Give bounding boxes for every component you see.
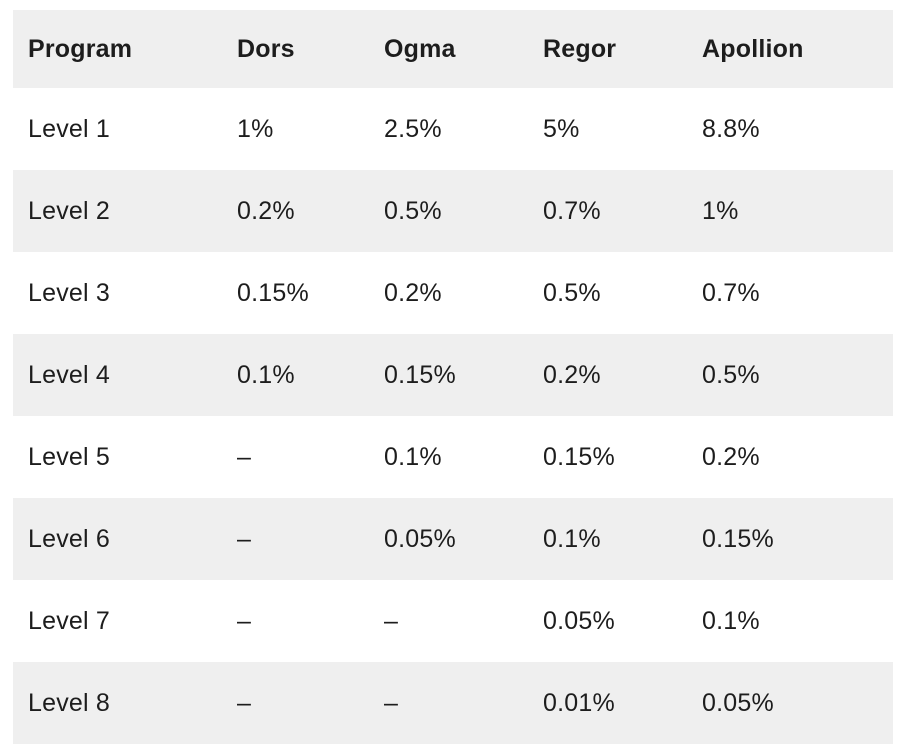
rates-table: Program Dors Ogma Regor Apollion Level 1…	[13, 10, 893, 744]
table-row: Level 1 1% 2.5% 5% 8.8%	[13, 88, 893, 170]
column-header-dors: Dors	[237, 34, 295, 63]
table-cell: 0.1%	[237, 360, 295, 389]
table-cell: 0.7%	[543, 196, 601, 225]
row-label: Level 6	[28, 524, 111, 553]
table-cell: –	[237, 442, 252, 471]
table-cell: 0.15%	[237, 278, 309, 307]
table-cell: 0.15%	[702, 524, 774, 553]
row-label: Level 5	[28, 442, 111, 471]
table-cell: 0.1%	[702, 606, 760, 635]
table-cell: 0.2%	[702, 442, 760, 471]
table-cell: 0.1%	[384, 442, 442, 471]
table-cell: 0.1%	[543, 524, 601, 553]
row-label: Level 4	[28, 360, 111, 389]
column-header-program: Program	[28, 34, 133, 63]
table-cell: 0.15%	[543, 442, 615, 471]
table-cell: 5%	[543, 114, 580, 143]
table-row: Level 3 0.15% 0.2% 0.5% 0.7%	[13, 252, 893, 334]
table-row: Level 7 – – 0.05% 0.1%	[13, 580, 893, 662]
column-header-regor: Regor	[543, 34, 617, 63]
column-header-apollion: Apollion	[702, 34, 804, 63]
table-row: Level 5 – 0.1% 0.15% 0.2%	[13, 416, 893, 498]
table-cell: –	[237, 688, 252, 717]
table-cell: 0.2%	[237, 196, 295, 225]
table-cell: 0.2%	[543, 360, 601, 389]
table-row: Level 8 – – 0.01% 0.05%	[13, 662, 893, 744]
table-cell: 0.15%	[384, 360, 456, 389]
table-cell: 0.5%	[543, 278, 601, 307]
row-label: Level 1	[28, 114, 111, 143]
table-cell: 0.05%	[384, 524, 456, 553]
table-row: Level 2 0.2% 0.5% 0.7% 1%	[13, 170, 893, 252]
table-cell: 0.05%	[543, 606, 615, 635]
row-label: Level 3	[28, 278, 111, 307]
row-label: Level 7	[28, 606, 111, 635]
table-cell: 0.01%	[543, 688, 615, 717]
table-cell: 0.5%	[384, 196, 442, 225]
table-row: Level 4 0.1% 0.15% 0.2% 0.5%	[13, 334, 893, 416]
row-label: Level 2	[28, 196, 111, 225]
table-cell: 0.5%	[702, 360, 760, 389]
column-header-ogma: Ogma	[384, 34, 456, 63]
table-cell: –	[384, 688, 399, 717]
header-row: Program Dors Ogma Regor Apollion	[13, 10, 893, 88]
table-cell: 0.05%	[702, 688, 774, 717]
rates-table-container: Program Dors Ogma Regor Apollion Level 1…	[13, 10, 893, 744]
table-cell: 1%	[702, 196, 739, 225]
table-cell: 0.7%	[702, 278, 760, 307]
table-cell: 8.8%	[702, 114, 760, 143]
table-cell: –	[237, 606, 252, 635]
table-cell: –	[384, 606, 399, 635]
table-cell: –	[237, 524, 252, 553]
table-cell: 2.5%	[384, 114, 442, 143]
table-cell: 1%	[237, 114, 274, 143]
row-label: Level 8	[28, 688, 111, 717]
table-cell: 0.2%	[384, 278, 442, 307]
table-row: Level 6 – 0.05% 0.1% 0.15%	[13, 498, 893, 580]
